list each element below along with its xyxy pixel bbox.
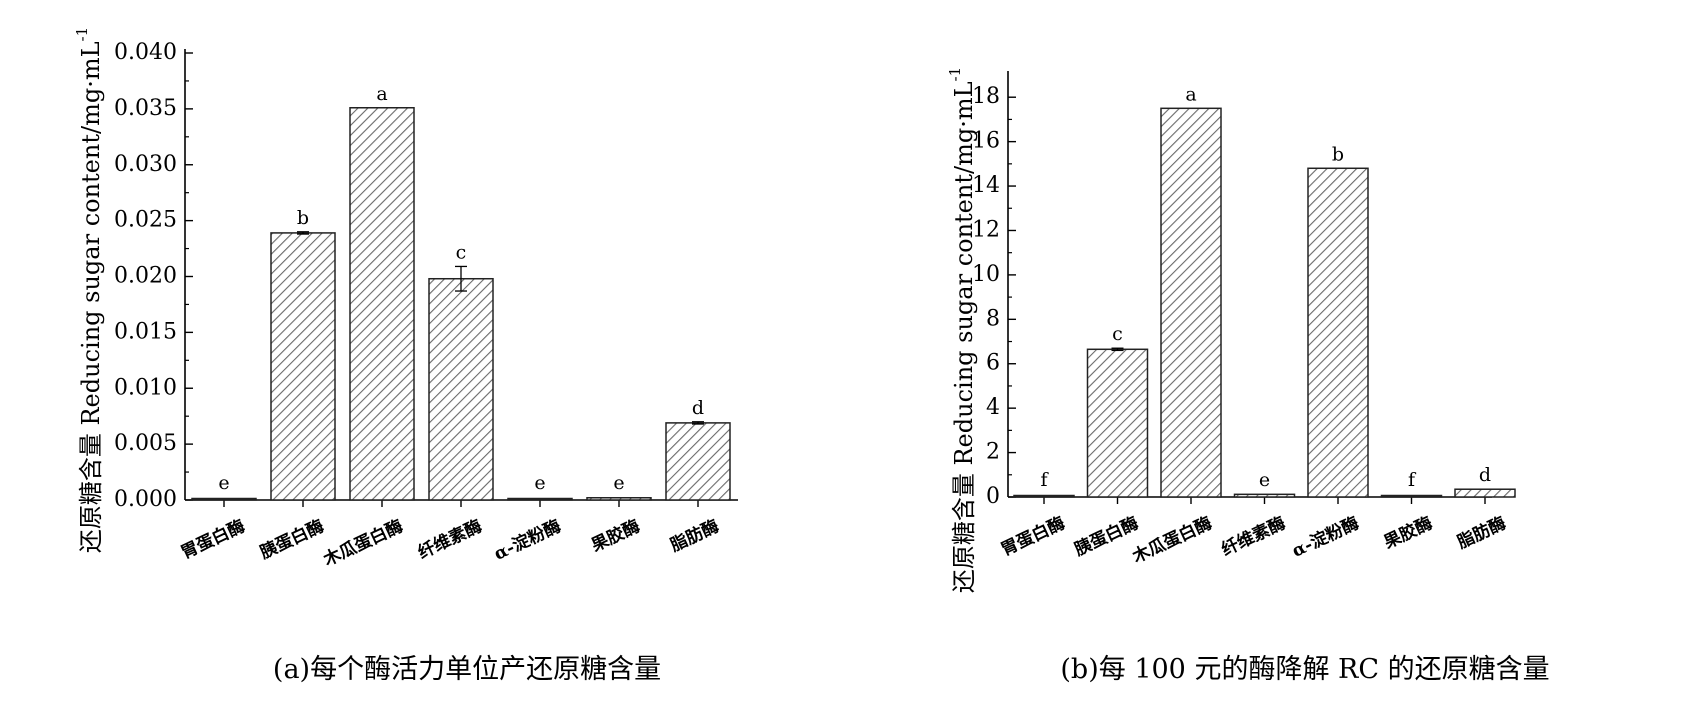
chart-b-errorbars xyxy=(1111,347,1124,352)
category-label: 木瓜蛋白酶 xyxy=(1128,512,1215,567)
y-tick-label: 0.005 xyxy=(114,431,177,456)
y-tick-label: 0.015 xyxy=(114,319,177,344)
chart-b-sig-labels: f c a e b f d xyxy=(1040,83,1491,491)
chart-b-bars xyxy=(1013,107,1516,498)
bar xyxy=(1086,348,1149,498)
y-tick-label: 2 xyxy=(986,440,1000,465)
chart-b: 还原糖含量 Reducing sugar content/mg·mL-1 0 2 4… xyxy=(946,67,1550,685)
y-tick-label: 8 xyxy=(986,306,1000,331)
chart-a-sig-labels: e b a c e e d xyxy=(218,83,704,494)
y-tick-label: 0.020 xyxy=(114,264,177,289)
y-tick-label: 0.010 xyxy=(114,375,177,400)
category-label: 果胶酶 xyxy=(1381,512,1436,553)
y-tick-label: 16 xyxy=(972,129,1000,154)
bar xyxy=(428,277,494,501)
chart-b-axes xyxy=(1007,71,1492,498)
category-label: 脂肪酶 xyxy=(667,515,722,556)
bar xyxy=(1307,167,1369,498)
category-label: 胃蛋白酶 xyxy=(178,515,249,563)
category-label: 胰蛋白酶 xyxy=(257,515,328,563)
y-tick-label: 12 xyxy=(972,217,1000,242)
bar xyxy=(1380,494,1443,498)
significance-label: d xyxy=(692,397,704,419)
significance-label: e xyxy=(1259,469,1270,491)
significance-label: b xyxy=(297,207,309,229)
y-tick-label: 0.035 xyxy=(114,96,177,121)
chart-a-bars xyxy=(191,107,731,501)
bar xyxy=(665,422,731,501)
bar xyxy=(1233,493,1296,498)
category-label: 脂肪酶 xyxy=(1454,512,1509,553)
y-tick-label: 6 xyxy=(986,351,1000,376)
y-tick-label: 10 xyxy=(972,262,1000,287)
chart-b-ticks: 0 2 4 6 8 10 12 14 16 18 xyxy=(972,84,1486,509)
significance-label: e xyxy=(613,472,624,494)
chart-b-ylabel: 还原糖含量 Reducing sugar content/mg·mL-1 xyxy=(946,67,978,593)
y-tick-label: 0.040 xyxy=(114,40,177,65)
bar xyxy=(586,497,652,501)
bar xyxy=(1454,488,1516,498)
bar xyxy=(1013,494,1075,498)
significance-label: f xyxy=(1040,469,1049,491)
bar xyxy=(507,497,573,501)
bar xyxy=(270,232,336,501)
y-tick-label: 0.030 xyxy=(114,152,177,177)
significance-label: a xyxy=(376,83,387,105)
category-label: 纤维素酶 xyxy=(1218,512,1289,560)
chart-b-caption: (b)每 100 元的酶降解 RC 的还原糖含量 xyxy=(1060,654,1549,685)
category-label: 木瓜蛋白酶 xyxy=(319,515,406,570)
category-label: 纤维素酶 xyxy=(415,515,486,563)
significance-label: e xyxy=(534,472,545,494)
chart-b-ylabel-text: 还原糖含量 Reducing sugar content/mg·mL xyxy=(950,81,978,593)
chart-b-ylabel-exponent: -1 xyxy=(946,67,964,82)
significance-label: a xyxy=(1185,83,1196,105)
category-label: 胃蛋白酶 xyxy=(998,512,1069,560)
y-tick-label: 4 xyxy=(986,395,1000,420)
bar xyxy=(1160,107,1222,498)
y-tick-label: 18 xyxy=(972,84,1000,109)
chart-a-caption: (a)每个酶活力单位产还原糖含量 xyxy=(273,654,661,685)
y-tick-label: 14 xyxy=(972,173,1000,198)
chart-a-ylabel-text: 还原糖含量 Reducing sugar content/mg·mL xyxy=(77,41,105,553)
y-tick-label: 0 xyxy=(986,484,1000,509)
significance-label: d xyxy=(1479,464,1491,486)
significance-label: c xyxy=(1112,323,1123,345)
y-tick-label: 0.000 xyxy=(114,487,177,512)
category-label: 果胶酶 xyxy=(588,515,643,556)
category-label: α-淀粉酶 xyxy=(1289,512,1362,561)
chart-a-ylabel-exponent: -1 xyxy=(73,27,91,42)
chart-a-errorbars xyxy=(297,231,704,425)
chart-a-ylabel: 还原糖含量 Reducing sugar content/mg·mL-1 xyxy=(73,27,105,553)
chart-a-ticks: 0.000 0.005 0.010 0.015 0.020 0.025 0.030 0.035… xyxy=(114,40,699,512)
significance-label: e xyxy=(218,472,229,494)
category-label: α-淀粉酶 xyxy=(491,515,564,564)
y-tick-label: 0.025 xyxy=(114,208,177,233)
significance-label: b xyxy=(1332,143,1344,165)
significance-label: f xyxy=(1408,469,1417,491)
bar xyxy=(191,497,257,501)
significance-label: c xyxy=(456,241,467,263)
chart-a: 还原糖含量 Reducing sugar content/mg·mL-1 0.0… xyxy=(73,27,738,685)
bar xyxy=(349,107,415,501)
